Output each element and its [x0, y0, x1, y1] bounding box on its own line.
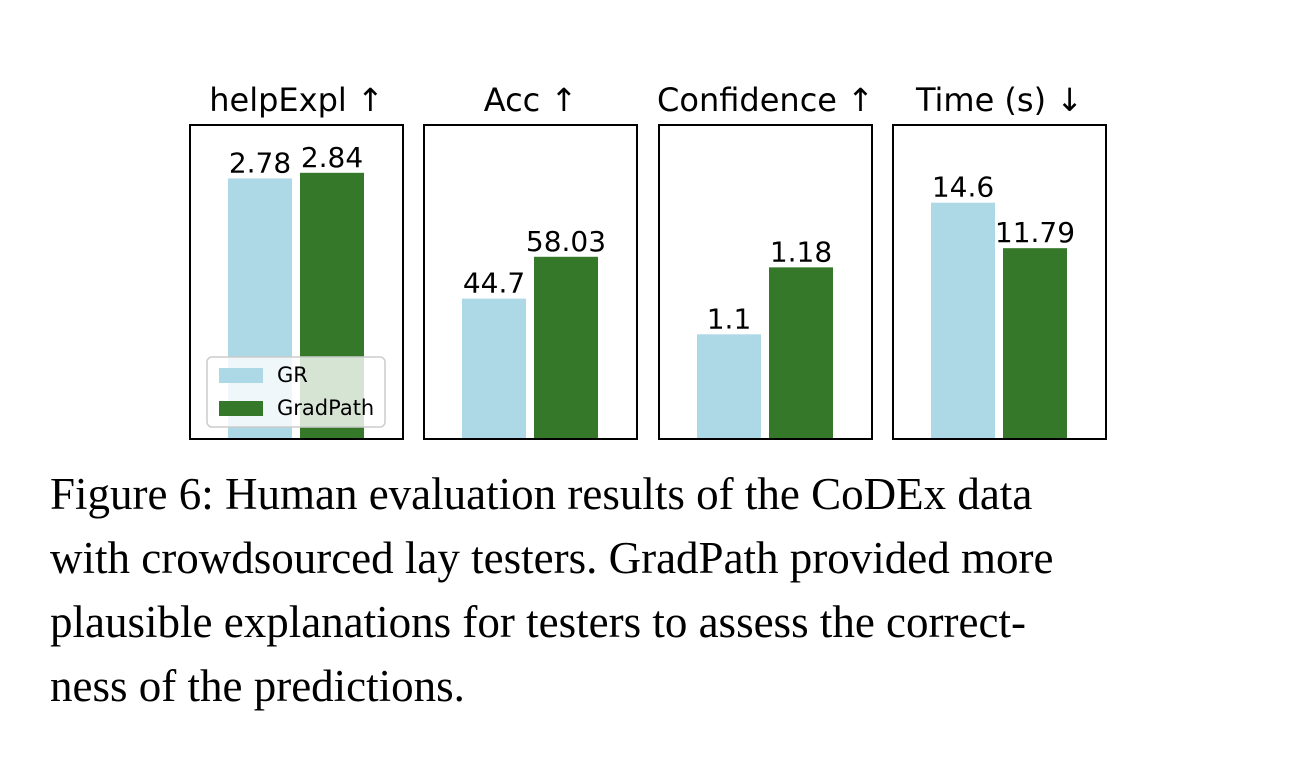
panel-frame-4 [892, 124, 1107, 440]
bar-gradpath-panel-3 [769, 267, 833, 439]
chart-panel-2: 44.758.03 Acc ↑ [423, 81, 638, 440]
data-label-gr-panel-3: 1.1 [707, 302, 752, 335]
panel-frame-2 [423, 124, 638, 440]
panel-title-2: Acc ↑ [484, 81, 578, 119]
figure-caption: Figure 6: Human evaluation results of th… [50, 469, 1054, 711]
bar-gr-panel-4 [931, 202, 995, 439]
data-label-gr-panel-2: 44.7 [463, 267, 525, 300]
data-label-gradpath-panel-2: 58.03 [526, 225, 606, 258]
bar-gradpath-panel-2 [534, 256, 598, 439]
chart-panel-4: 14.611.79 Time (s) ↓ [892, 81, 1107, 440]
panel-frame-1 [189, 124, 404, 440]
data-label-gr-panel-4: 14.6 [932, 171, 994, 204]
panel-title-3: Confidence ↑ [657, 81, 874, 119]
legend-label-gr: GR [277, 363, 308, 387]
bar-gr-panel-2 [462, 298, 526, 439]
legend-swatch-gradpath [219, 401, 263, 416]
chart-legend: GR GradPath [206, 356, 386, 428]
legend-label-gradpath: GradPath [277, 396, 374, 420]
data-label-gradpath-panel-4: 11.79 [995, 216, 1075, 249]
panel-frame-3 [658, 124, 873, 440]
chart-panel-1: 2.78 2.84 helpExpl ↑ [189, 81, 404, 440]
panel-title-4: Time (s) ↓ [915, 81, 1083, 119]
bar-gradpath-panel-4 [1003, 248, 1067, 439]
panel-title-1: helpExpl ↑ [209, 81, 384, 119]
data-label-gradpath-panel-1: 2.84 [301, 141, 363, 174]
legend-swatch-gr [219, 368, 263, 383]
data-label-gr-panel-1: 2.78 [229, 146, 291, 179]
chart-panel-3: 1.1 1.18 Confidence ↑ [657, 81, 874, 440]
data-label-gradpath-panel-3: 1.18 [770, 235, 832, 268]
bar-gr-panel-3 [697, 334, 761, 439]
